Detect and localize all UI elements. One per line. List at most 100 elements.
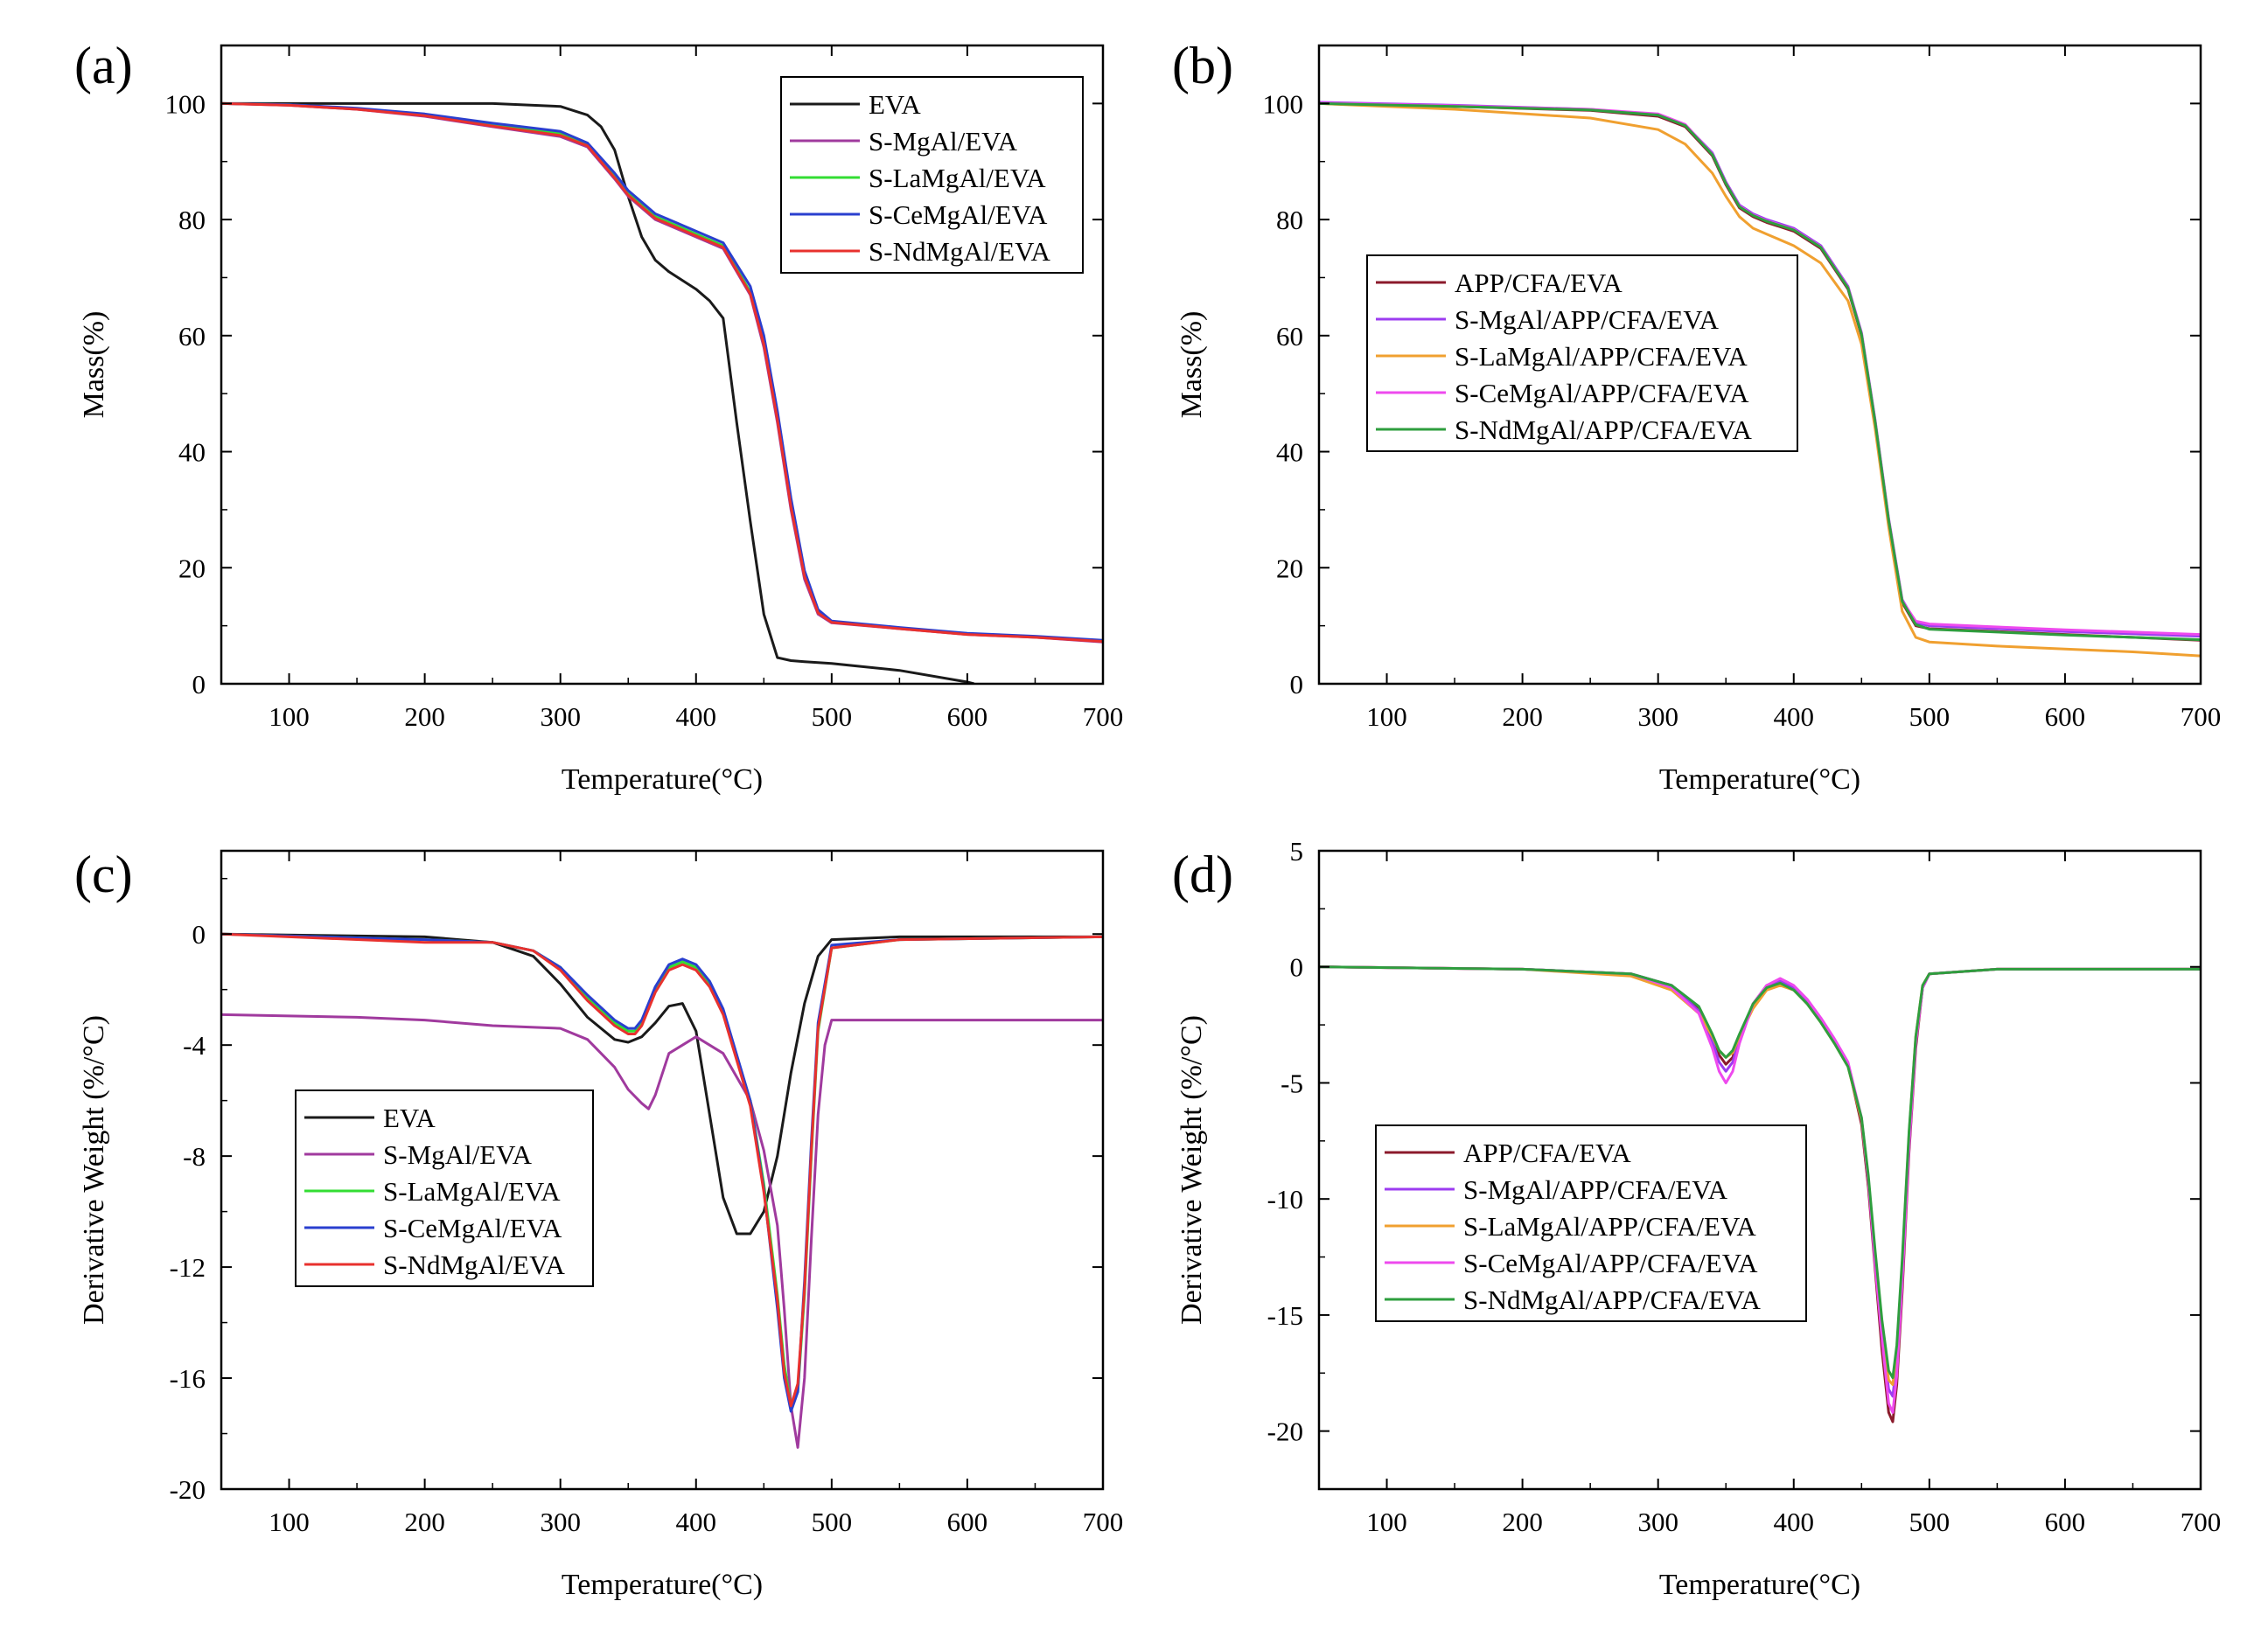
legend-label-5: S-NdMgAl/APP/CFA/EVA xyxy=(1455,414,1753,445)
series-line-5 xyxy=(1319,101,2201,642)
legend: APP/CFA/EVA S-MgAl/APP/CFA/EVA S-LaMgAl/AP… xyxy=(1366,254,1798,452)
x-tick-label: 400 xyxy=(1774,701,1815,732)
legend-label-4: S-CeMgAl/EVA xyxy=(383,1213,562,1243)
y-tick-label: 60 xyxy=(1276,321,1303,352)
x-tick-label: 400 xyxy=(1774,1507,1815,1537)
y-tick-label: 100 xyxy=(165,88,206,119)
y-tick-label: -20 xyxy=(1267,1417,1303,1447)
x-tick-label: 300 xyxy=(540,701,581,732)
legend-label-2: S-MgAl/APP/CFA/EVA xyxy=(1455,304,1720,335)
x-tick-label: 700 xyxy=(1083,701,1124,732)
y-tick-label: 0 xyxy=(1290,952,1304,983)
y-tick-label: -10 xyxy=(1267,1184,1303,1215)
legend-box xyxy=(295,1090,594,1287)
legend-label-1: APP/CFA/EVA xyxy=(1463,1138,1631,1168)
series-line-5 xyxy=(221,101,1103,644)
x-axis-label: Temperature(°C) xyxy=(1659,1569,1860,1601)
panel-c: 100 200 300 400 500 600 700 -20 -16 -12 -8 -4 0 Tempe… xyxy=(74,846,1123,1601)
legend-label-3: S-LaMgAl/EVA xyxy=(383,1176,561,1207)
legend-label-5: S-NdMgAl/EVA xyxy=(383,1250,565,1280)
series-line-1 xyxy=(221,932,1103,1236)
x-tick-label: 100 xyxy=(269,701,310,732)
x-tick-label: 400 xyxy=(676,1507,717,1537)
plot-frame xyxy=(220,849,1105,1491)
y-axis-label: Mass(%) xyxy=(1176,311,1208,419)
x-tick-label: 700 xyxy=(1083,1507,1124,1537)
legend-label-2: S-MgAl/APP/CFA/EVA xyxy=(1463,1174,1728,1205)
x-axis-label: Temperature(°C) xyxy=(562,763,763,796)
legend: EVA S-MgAl/EVA S-LaMgAl/EVA S-CeMgAl/EVA S-N… xyxy=(295,1090,594,1287)
panel-letter: (c) xyxy=(74,846,133,903)
y-tick-label: 0 xyxy=(192,919,206,950)
x-tick-label: 400 xyxy=(676,701,717,732)
y-tick-label: 100 xyxy=(1263,88,1304,119)
x-axis-label: Temperature(°C) xyxy=(1659,763,1860,796)
legend-label-4: S-CeMgAl/EVA xyxy=(869,199,1048,230)
x-tick-label: 100 xyxy=(269,1507,310,1537)
panel-b: 100 200 300 400 500 600 700 0 20 40 60 80 100 Tempera… xyxy=(1172,37,2221,796)
legend-label-4: S-CeMgAl/APP/CFA/EVA xyxy=(1455,378,1749,408)
y-tick-label: -20 xyxy=(170,1474,206,1505)
panel-a: 100 200 300 400 500 600 700 0 20 40 60 80 100 Tempera… xyxy=(74,37,1123,796)
y-tick-label: 5 xyxy=(1290,836,1304,867)
y-axis-label: Mass(%) xyxy=(78,311,110,419)
y-axis-label: Derivative Weight (%/°C) xyxy=(1176,1015,1208,1325)
legend-label-3: S-LaMgAl/APP/CFA/EVA xyxy=(1455,341,1748,372)
x-axis-label: Temperature(°C) xyxy=(562,1569,763,1601)
panel-letter: (b) xyxy=(1172,37,1233,94)
y-axis-label: Derivative Weight (%/°C) xyxy=(78,1015,110,1325)
x-tick-label: 200 xyxy=(1502,701,1543,732)
legend-label-3: S-LaMgAl/EVA xyxy=(869,163,1046,193)
y-tick-label: 60 xyxy=(178,321,206,352)
x-tick-label: 100 xyxy=(1366,1507,1407,1537)
y-tick-label: -12 xyxy=(170,1252,206,1283)
x-tick-label: 500 xyxy=(1909,701,1950,732)
x-tick-label: 300 xyxy=(1637,1507,1678,1537)
legend-box xyxy=(1375,1124,1807,1322)
y-tick-label: -8 xyxy=(183,1141,206,1172)
legend-label-1: EVA xyxy=(383,1103,436,1133)
y-tick-label: -16 xyxy=(170,1363,206,1394)
legend-box xyxy=(780,76,1084,274)
series-line-1 xyxy=(221,101,975,684)
x-tick-label: 700 xyxy=(2181,701,2222,732)
legend-label-5: S-NdMgAl/EVA xyxy=(869,236,1050,267)
plot-frame xyxy=(220,44,1105,686)
legend: EVA S-MgAl/EVA S-LaMgAl/EVA S-CeMgAl/EVA S-N… xyxy=(780,76,1084,274)
panel-d: 100 200 300 400 500 600 700 -20 -15 -10 -5 0 5 Temper… xyxy=(1172,836,2221,1601)
y-tick-label: 40 xyxy=(1276,437,1303,468)
x-tick-label: 500 xyxy=(1909,1507,1950,1537)
series-line-3 xyxy=(1319,101,2201,658)
x-tick-label: 100 xyxy=(1366,701,1407,732)
series-line-5 xyxy=(221,932,1103,1408)
y-tick-label: 0 xyxy=(1290,669,1304,700)
legend: APP/CFA/EVA S-MgAl/APP/CFA/EVA S-LaMgAl/AP… xyxy=(1375,1124,1807,1322)
legend-label-1: APP/CFA/EVA xyxy=(1455,268,1622,298)
legend-label-2: S-MgAl/EVA xyxy=(869,126,1018,157)
x-tick-label: 200 xyxy=(1502,1507,1543,1537)
x-tick-label: 600 xyxy=(947,701,988,732)
x-tick-label: 300 xyxy=(540,1507,581,1537)
legend-box xyxy=(1366,254,1798,452)
y-tick-label: 20 xyxy=(1276,553,1303,583)
plot-frame xyxy=(1317,849,2202,1491)
legend-label-3: S-LaMgAl/APP/CFA/EVA xyxy=(1463,1211,1756,1242)
x-tick-label: 200 xyxy=(404,1507,445,1537)
legend-label-5: S-NdMgAl/APP/CFA/EVA xyxy=(1463,1284,1762,1315)
y-tick-label: 80 xyxy=(178,205,206,235)
x-tick-label: 600 xyxy=(947,1507,988,1537)
y-tick-label: 20 xyxy=(178,553,206,583)
x-tick-label: 700 xyxy=(2181,1507,2222,1537)
x-tick-label: 300 xyxy=(1637,701,1678,732)
x-tick-label: 500 xyxy=(812,701,853,732)
y-tick-label: -4 xyxy=(183,1030,206,1061)
y-tick-label: 0 xyxy=(192,669,206,700)
legend-label-1: EVA xyxy=(869,89,921,120)
x-tick-label: 500 xyxy=(812,1507,853,1537)
y-tick-label: -5 xyxy=(1281,1068,1303,1098)
panel-letter: (d) xyxy=(1172,846,1233,903)
y-tick-label: 80 xyxy=(1276,205,1303,235)
y-tick-label: -15 xyxy=(1267,1300,1303,1331)
x-tick-label: 200 xyxy=(404,701,445,732)
